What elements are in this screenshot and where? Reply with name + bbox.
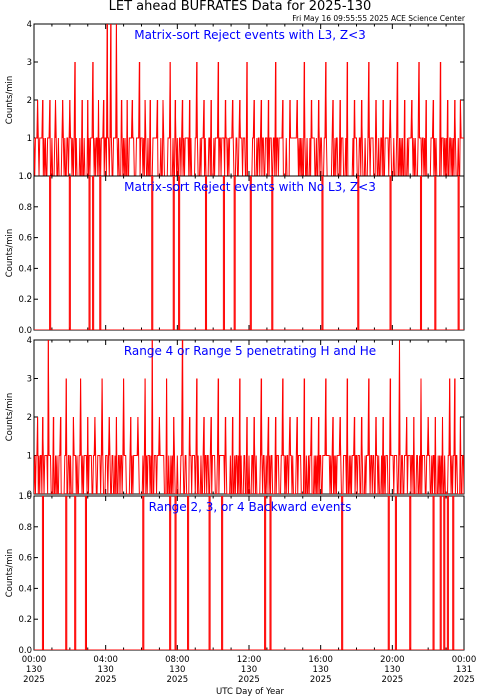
y-tick-label: 0.4 xyxy=(18,584,32,594)
x-tick-label-year: 2025 xyxy=(453,675,475,685)
x-tick-label-year: 2025 xyxy=(23,675,45,685)
y-tick-label: 0.6 xyxy=(18,554,32,564)
y-tick-label: 0.0 xyxy=(18,326,32,336)
y-tick-label: 0.0 xyxy=(18,646,32,656)
x-tick-label-time: 00:00 xyxy=(22,655,47,665)
x-tick-label-doy: 130 xyxy=(384,665,400,675)
timestamp: Fri May 16 09:55:55 2025 ACE Science Cen… xyxy=(292,14,466,23)
x-axis: 00:00130202504:00130202508:00130202512:0… xyxy=(22,655,477,685)
x-tick-label-time: 16:00 xyxy=(308,655,333,665)
x-tick-label-year: 2025 xyxy=(310,675,332,685)
series-line xyxy=(34,24,464,176)
y-tick-label: 4 xyxy=(27,336,32,346)
y-tick-label: 0.6 xyxy=(18,234,32,244)
y-tick-label: 2 xyxy=(27,96,32,106)
panel-label: Range 2, 3, or 4 Backward events xyxy=(149,500,352,514)
x-tick-label-doy: 130 xyxy=(98,665,114,675)
panel-label: Matrix-sort Reject events with L3, Z<3 xyxy=(134,28,366,42)
x-tick-label-time: 04:00 xyxy=(93,655,118,665)
y-tick-label: 0 xyxy=(27,490,32,500)
x-axis-label: UTC Day of Year xyxy=(216,687,284,697)
x-tick-label-doy: 130 xyxy=(241,665,257,675)
x-tick-label-time: 08:00 xyxy=(165,655,190,665)
y-axis-label: Counts/min xyxy=(5,229,15,278)
panel-3: 0 1 2 3 4 Counts/min Range 4 or Range 5 penetr… xyxy=(5,336,465,500)
panel-label: Matrix-sort Reject events with No L3, Z<… xyxy=(124,180,376,194)
y-tick-label: 3 xyxy=(27,58,32,68)
panel-4: 0.0 0.2 0.4 0.6 0.8 1.0 Counts/min Range 2, 3, … xyxy=(5,492,465,656)
y-tick-label: 0 xyxy=(27,172,32,182)
y-tick-label: 1 xyxy=(27,134,32,144)
x-tick-label-doy: 130 xyxy=(26,665,42,675)
x-tick-label-year: 2025 xyxy=(167,675,189,685)
y-tick-label: 0.8 xyxy=(18,203,32,213)
x-tick-label-year: 2025 xyxy=(382,675,404,685)
x-tick-label-year: 2025 xyxy=(95,675,117,685)
x-tick-label-doy: 130 xyxy=(313,665,329,675)
panel-label: Range 4 or Range 5 penetrating H and He xyxy=(124,344,376,358)
y-tick-label: 1.0 xyxy=(18,172,32,182)
x-tick-label-time: 00:00 xyxy=(452,655,477,665)
series-line xyxy=(34,340,464,494)
y-tick-label: 0.2 xyxy=(18,615,32,625)
y-axis-label: Counts/min xyxy=(5,393,15,442)
x-tick-label-doy: 130 xyxy=(169,665,185,675)
y-tick-label: 1 xyxy=(27,452,32,462)
y-tick-label: 3 xyxy=(27,375,32,385)
x-tick-label-time: 20:00 xyxy=(380,655,405,665)
y-tick-label: 0.2 xyxy=(18,295,32,305)
y-tick-label: 2 xyxy=(27,413,32,423)
x-tick-label-time: 12:00 xyxy=(237,655,262,665)
x-tick-label-year: 2025 xyxy=(238,675,260,685)
y-tick-label: 1.0 xyxy=(18,492,32,502)
y-axis-label: Counts/min xyxy=(5,549,15,598)
panel-2: 0.0 0.2 0.4 0.6 0.8 1.0 Counts/min Matrix-sort … xyxy=(5,172,465,336)
panel-1: 0 1 2 3 4 Counts/min Matrix-sort Reject events… xyxy=(5,20,465,182)
y-tick-label: 0.8 xyxy=(18,523,32,533)
y-tick-label: 4 xyxy=(27,20,32,30)
x-tick-label-doy: 131 xyxy=(456,665,472,675)
y-tick-label: 0.4 xyxy=(18,264,32,274)
chart-title: LET ahead BUFRATES Data for 2025-130 xyxy=(109,0,372,14)
panels: 0 1 2 3 4 Counts/min Matrix-sort Reject events… xyxy=(5,20,465,656)
y-axis-label: Counts/min xyxy=(5,76,15,125)
